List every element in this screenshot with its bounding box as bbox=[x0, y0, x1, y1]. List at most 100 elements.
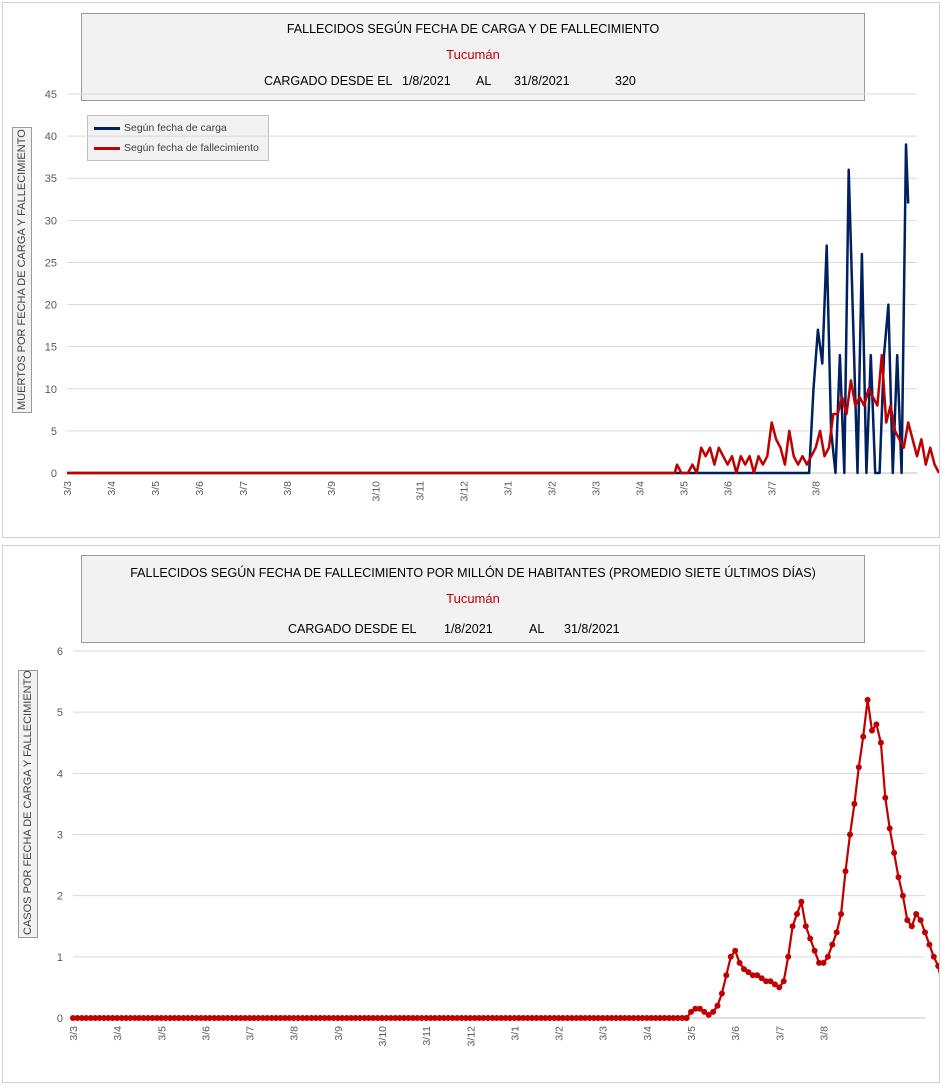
x-tick-label-13: 3/4 bbox=[642, 1026, 654, 1041]
series-point bbox=[233, 1015, 240, 1021]
series-point bbox=[189, 1015, 196, 1021]
series-point bbox=[162, 1015, 169, 1021]
series-line-0 bbox=[67, 143, 910, 475]
y-tick-label-5: 5 bbox=[57, 707, 63, 719]
y-tick-label-6: 30 bbox=[45, 215, 57, 227]
series-point bbox=[220, 1015, 227, 1021]
series-point bbox=[582, 1015, 589, 1021]
series-point-37 bbox=[847, 831, 853, 838]
series-point bbox=[568, 1015, 575, 1021]
series-point bbox=[480, 1015, 487, 1021]
series-line-1 bbox=[67, 353, 939, 475]
y-axis-label-box: MUERTOS POR FECHA DE CARGA Y FALLECIMIEN… bbox=[12, 127, 32, 413]
series-point bbox=[427, 1015, 434, 1021]
series-point bbox=[290, 1015, 297, 1021]
legend-swatch-carga bbox=[94, 126, 120, 130]
x-tick-label-7: 3/10 bbox=[370, 481, 382, 502]
x-tick-label-9: 3/12 bbox=[465, 1026, 477, 1047]
series-point bbox=[670, 1015, 677, 1021]
series-point-16 bbox=[754, 972, 761, 979]
series-point bbox=[679, 1015, 686, 1021]
series-point bbox=[339, 1015, 346, 1021]
series-point-56 bbox=[930, 953, 937, 960]
series-point bbox=[648, 1015, 655, 1021]
series-point bbox=[87, 1015, 94, 1021]
series-point-12 bbox=[736, 959, 743, 966]
series-point-47 bbox=[891, 849, 898, 856]
series-point bbox=[149, 1015, 156, 1021]
series-point bbox=[268, 1015, 275, 1021]
series-point bbox=[365, 1015, 372, 1021]
series-point bbox=[374, 1015, 381, 1021]
series-point bbox=[604, 1015, 611, 1021]
series-point bbox=[299, 1015, 306, 1021]
series-point bbox=[109, 1015, 116, 1021]
series-point-44 bbox=[877, 739, 884, 746]
series-point-21 bbox=[776, 984, 783, 991]
series-point bbox=[467, 1015, 474, 1021]
series-point bbox=[348, 1015, 355, 1021]
series-point-53 bbox=[917, 917, 924, 924]
info-label-2: CARGADO DESDE EL bbox=[288, 622, 417, 636]
x-tick-label-14: 3/5 bbox=[679, 481, 691, 496]
series-point bbox=[529, 1015, 536, 1021]
info-to: 31/8/2021 bbox=[514, 74, 570, 88]
series-point-25 bbox=[794, 911, 800, 917]
series-point bbox=[445, 1015, 452, 1021]
series-point bbox=[131, 1015, 138, 1021]
series-point bbox=[542, 1015, 549, 1021]
series-point-3 bbox=[696, 1005, 703, 1012]
x-tick-label-3: 3/6 bbox=[194, 481, 206, 496]
series-point bbox=[423, 1015, 430, 1021]
series-point-57 bbox=[935, 963, 939, 969]
series-point bbox=[202, 1015, 209, 1021]
series-point bbox=[409, 1015, 416, 1021]
series-point bbox=[127, 1015, 134, 1021]
series-line-0 bbox=[73, 698, 939, 1020]
series-point-46 bbox=[886, 825, 893, 832]
series-point bbox=[70, 1015, 76, 1021]
series-point bbox=[361, 1015, 368, 1021]
x-tick-label-17: 3/8 bbox=[811, 481, 823, 496]
legend-item-fallecimiento: Según fecha de fallecimiento bbox=[94, 142, 259, 158]
series-point bbox=[206, 1015, 213, 1021]
series-point bbox=[493, 1015, 500, 1021]
series-point bbox=[96, 1015, 103, 1021]
series-point bbox=[449, 1015, 456, 1021]
series-point bbox=[246, 1015, 253, 1021]
series-point bbox=[608, 1015, 615, 1021]
info-to-2: 31/8/2021 bbox=[564, 622, 620, 636]
y-tick-label-2: 2 bbox=[57, 891, 63, 903]
series-point bbox=[573, 1015, 580, 1021]
series-point bbox=[211, 1015, 218, 1021]
series-point bbox=[639, 1015, 646, 1021]
x-tick-label-9: 3/12 bbox=[458, 481, 470, 502]
series-point bbox=[92, 1015, 99, 1021]
series-point bbox=[617, 1015, 624, 1021]
series-point-17 bbox=[758, 975, 765, 982]
series-point bbox=[599, 1015, 606, 1021]
series-point bbox=[511, 1015, 518, 1021]
chart-plot-1: 0 5 10 15 20 25 30 35 40 45 3/3 3/4 3/5 3/6 3/7 3/8 3/9 3… bbox=[45, 89, 939, 502]
chart-panel-promedio: FALLECIDOS SEGÚN FECHA DE FALLECIMIENTO … bbox=[2, 545, 940, 1083]
y-tick-label-7: 35 bbox=[45, 173, 57, 185]
series-point bbox=[652, 1015, 659, 1021]
series-point bbox=[485, 1015, 491, 1021]
series-point bbox=[312, 1015, 319, 1021]
series-point-2 bbox=[692, 1005, 699, 1012]
x-tick-label-4: 3/7 bbox=[238, 481, 250, 496]
series-point bbox=[379, 1015, 385, 1021]
series-point bbox=[661, 1015, 668, 1021]
y-tick-label-1: 1 bbox=[57, 952, 63, 964]
series-point bbox=[586, 1015, 593, 1021]
y-tick-label-8: 40 bbox=[45, 131, 57, 143]
series-point-40 bbox=[860, 733, 867, 740]
series-point-32 bbox=[824, 953, 831, 960]
series-point bbox=[356, 1015, 363, 1021]
series-point bbox=[281, 1015, 288, 1021]
legend-label-fallecimiento: Según fecha de fallecimiento bbox=[124, 142, 259, 154]
series-point bbox=[436, 1015, 443, 1021]
x-tick-label-10: 3/1 bbox=[502, 481, 514, 496]
series-point bbox=[462, 1015, 469, 1021]
series-point-52 bbox=[913, 911, 920, 917]
